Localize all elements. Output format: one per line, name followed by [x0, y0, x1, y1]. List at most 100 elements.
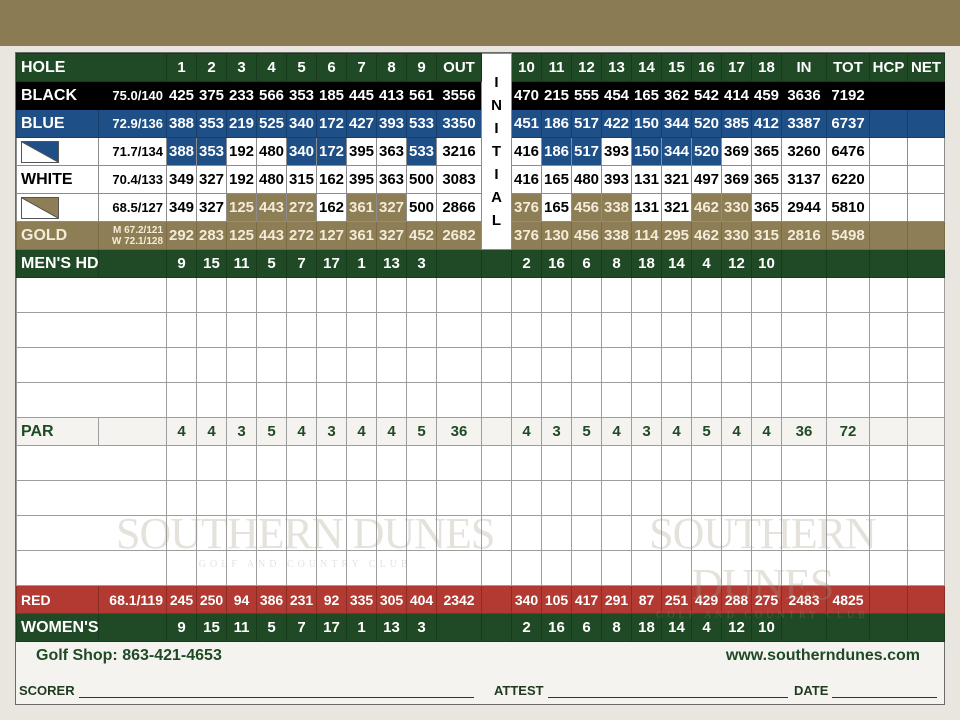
- score-cell[interactable]: [406, 480, 438, 516]
- score-cell[interactable]: [571, 480, 603, 516]
- score-cell[interactable]: [601, 445, 633, 481]
- score-cell[interactable]: [826, 347, 871, 383]
- score-cell[interactable]: [286, 312, 318, 348]
- score-cell[interactable]: [691, 382, 723, 418]
- score-cell[interactable]: [346, 312, 378, 348]
- score-cell[interactable]: [869, 515, 909, 551]
- score-cell[interactable]: [661, 382, 693, 418]
- score-cell[interactable]: [571, 445, 603, 481]
- score-cell[interactable]: [226, 382, 258, 418]
- score-cell[interactable]: [406, 445, 438, 481]
- score-cell[interactable]: [196, 550, 228, 586]
- score-cell[interactable]: [541, 312, 573, 348]
- net-cell[interactable]: [907, 109, 946, 138]
- score-cell[interactable]: [631, 445, 663, 481]
- score-cell[interactable]: [631, 480, 663, 516]
- score-cell[interactable]: [406, 312, 438, 348]
- score-cell[interactable]: [256, 312, 288, 348]
- score-cell[interactable]: [286, 382, 318, 418]
- score-cell[interactable]: [256, 445, 288, 481]
- score-cell[interactable]: [781, 445, 828, 481]
- score-cell[interactable]: [316, 550, 348, 586]
- score-cell[interactable]: [721, 550, 753, 586]
- hcp-cell[interactable]: [869, 221, 909, 250]
- net-cell[interactable]: [907, 417, 946, 446]
- score-cell[interactable]: [721, 347, 753, 383]
- score-cell[interactable]: [511, 550, 543, 586]
- score-cell[interactable]: [286, 515, 318, 551]
- score-cell[interactable]: [721, 277, 753, 313]
- score-cell[interactable]: [376, 515, 408, 551]
- score-cell[interactable]: [166, 515, 198, 551]
- net-cell[interactable]: [907, 613, 946, 642]
- score-cell[interactable]: [781, 515, 828, 551]
- hcp-cell[interactable]: [869, 165, 909, 194]
- score-cell[interactable]: [826, 312, 871, 348]
- score-cell[interactable]: [196, 382, 228, 418]
- score-cell[interactable]: [256, 382, 288, 418]
- score-cell[interactable]: [316, 347, 348, 383]
- score-cell[interactable]: [691, 312, 723, 348]
- score-cell[interactable]: [751, 347, 783, 383]
- score-cell[interactable]: [691, 480, 723, 516]
- score-cell[interactable]: [661, 312, 693, 348]
- score-cell[interactable]: [907, 382, 946, 418]
- score-cell[interactable]: [691, 515, 723, 551]
- website-link[interactable]: www.southerndunes.com: [725, 647, 920, 664]
- hcp-cell[interactable]: [869, 109, 909, 138]
- hcp-cell[interactable]: [869, 81, 909, 110]
- score-cell[interactable]: [226, 515, 258, 551]
- score-cell[interactable]: [286, 277, 318, 313]
- score-cell[interactable]: [166, 277, 198, 313]
- score-cell[interactable]: [691, 277, 723, 313]
- score-cell[interactable]: [346, 480, 378, 516]
- score-cell[interactable]: [226, 480, 258, 516]
- score-cell[interactable]: [316, 382, 348, 418]
- score-cell[interactable]: [781, 480, 828, 516]
- score-cell[interactable]: [826, 382, 871, 418]
- score-cell[interactable]: [286, 347, 318, 383]
- score-cell[interactable]: [907, 515, 946, 551]
- score-cell[interactable]: [256, 347, 288, 383]
- score-cell[interactable]: [721, 312, 753, 348]
- hcp-cell[interactable]: [869, 585, 909, 614]
- hcp-cell[interactable]: [869, 613, 909, 642]
- score-cell[interactable]: [436, 312, 483, 348]
- score-cell[interactable]: [481, 515, 513, 551]
- score-cell[interactable]: [907, 347, 946, 383]
- score-cell[interactable]: [346, 347, 378, 383]
- score-cell[interactable]: [15, 550, 168, 586]
- score-cell[interactable]: [691, 445, 723, 481]
- score-cell[interactable]: [436, 347, 483, 383]
- score-cell[interactable]: [15, 382, 168, 418]
- score-cell[interactable]: [781, 277, 828, 313]
- score-cell[interactable]: [571, 550, 603, 586]
- score-cell[interactable]: [481, 480, 513, 516]
- score-cell[interactable]: [631, 515, 663, 551]
- score-cell[interactable]: [376, 550, 408, 586]
- score-cell[interactable]: [286, 480, 318, 516]
- score-cell[interactable]: [721, 382, 753, 418]
- score-cell[interactable]: [751, 312, 783, 348]
- score-cell[interactable]: [166, 550, 198, 586]
- score-cell[interactable]: [346, 445, 378, 481]
- score-cell[interactable]: [751, 445, 783, 481]
- score-cell[interactable]: [721, 480, 753, 516]
- score-cell[interactable]: [376, 480, 408, 516]
- score-cell[interactable]: [406, 382, 438, 418]
- score-cell[interactable]: [226, 312, 258, 348]
- score-cell[interactable]: [511, 382, 543, 418]
- score-cell[interactable]: [376, 382, 408, 418]
- score-cell[interactable]: [541, 480, 573, 516]
- score-cell[interactable]: [631, 312, 663, 348]
- score-cell[interactable]: [511, 480, 543, 516]
- net-cell[interactable]: [907, 249, 946, 278]
- score-cell[interactable]: [541, 550, 573, 586]
- score-cell[interactable]: [15, 312, 168, 348]
- score-cell[interactable]: [226, 445, 258, 481]
- score-cell[interactable]: [316, 312, 348, 348]
- score-cell[interactable]: [511, 445, 543, 481]
- hcp-cell[interactable]: [869, 193, 909, 222]
- score-cell[interactable]: [869, 550, 909, 586]
- score-cell[interactable]: [406, 515, 438, 551]
